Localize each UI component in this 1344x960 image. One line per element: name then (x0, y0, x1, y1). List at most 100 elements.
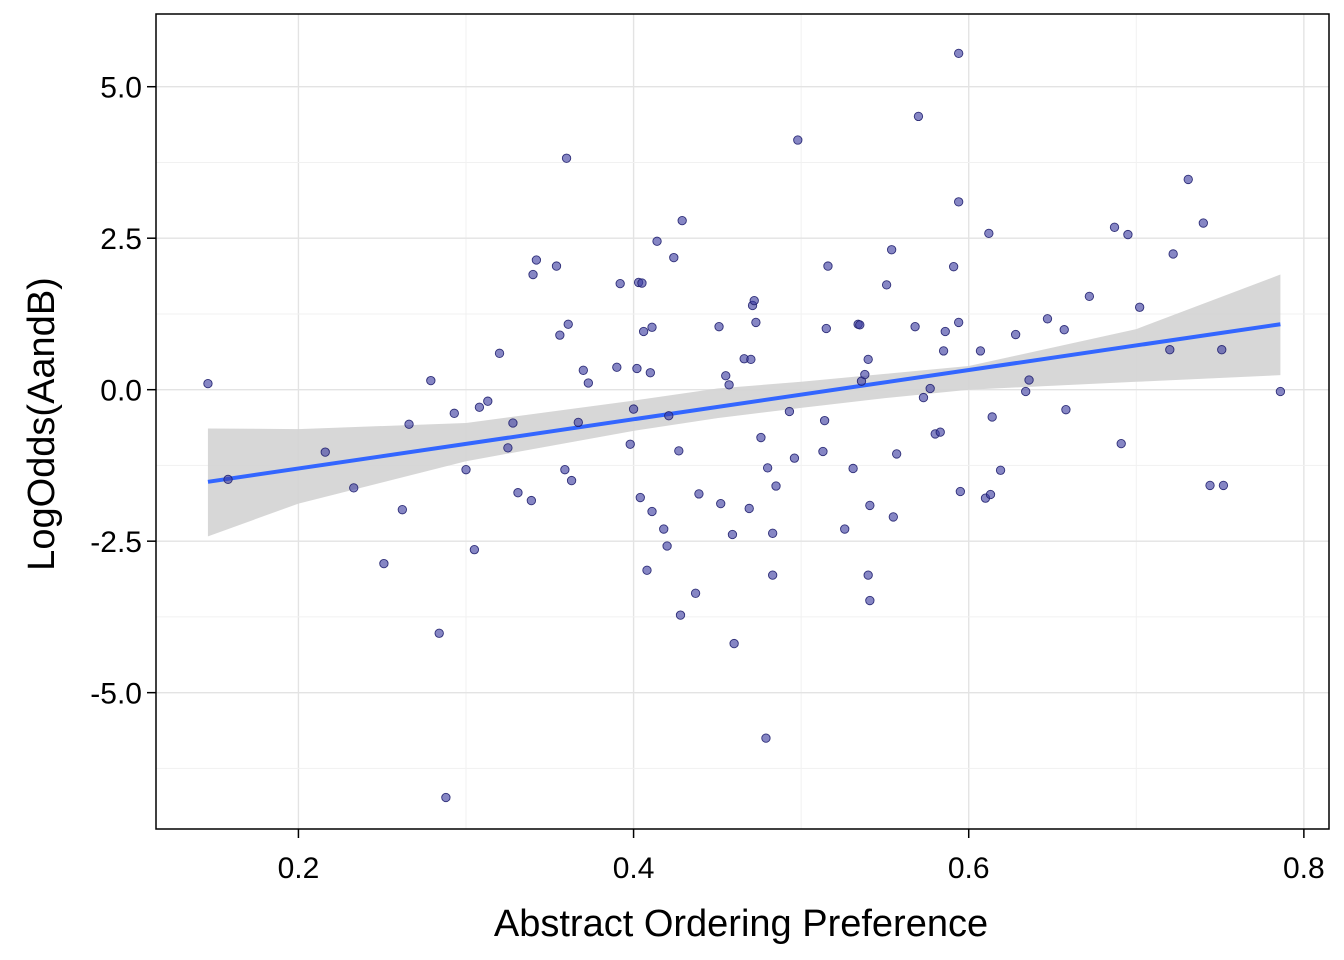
data-point (404, 419, 414, 429)
data-point (793, 135, 803, 145)
data-point (863, 354, 873, 365)
data-point (1109, 222, 1120, 232)
data-point (848, 463, 858, 474)
data-point (881, 280, 892, 290)
data-point (560, 465, 570, 475)
data-point (749, 295, 759, 306)
data-point (483, 396, 493, 406)
data-point (426, 375, 436, 386)
y-tick-label: -5.0 (90, 678, 142, 711)
data-point (762, 463, 773, 473)
data-point (642, 565, 652, 575)
data-point (578, 365, 588, 375)
data-point (910, 322, 920, 332)
grid-lines (156, 14, 1329, 829)
data-point (379, 558, 389, 569)
data-point (612, 362, 622, 372)
data-point (746, 354, 756, 365)
data-point (635, 492, 645, 503)
data-point (744, 503, 754, 514)
data-point (674, 446, 684, 456)
data-point (865, 595, 875, 606)
data-point (1198, 218, 1208, 228)
data-point (925, 383, 935, 394)
y-tick-label: -2.5 (90, 526, 142, 559)
data-point (203, 378, 213, 389)
data-point (954, 197, 964, 207)
data-point (721, 371, 731, 381)
data-point (652, 236, 662, 246)
fit-line-layer (207, 322, 1281, 484)
x-tick-label: 0.4 (613, 852, 655, 885)
data-point (892, 449, 902, 459)
data-point (694, 489, 704, 499)
data-point (984, 228, 994, 239)
data-point (823, 261, 833, 271)
data-point (563, 319, 573, 329)
data-point (913, 111, 924, 122)
x-tick-label: 0.2 (278, 852, 320, 885)
data-point (995, 465, 1006, 475)
data-point (461, 465, 471, 475)
data-point (615, 278, 625, 289)
y-axis: 5.0 2.5 0.0 -2.5 -5.0 (90, 72, 156, 711)
data-point (566, 475, 577, 486)
data-point (821, 323, 831, 334)
x-tick-label: 0.8 (1283, 852, 1325, 885)
data-point (647, 322, 657, 332)
data-point (768, 528, 778, 538)
data-point (761, 733, 771, 743)
data-point (1218, 480, 1229, 491)
data-point (320, 447, 330, 457)
regression-line (207, 322, 1281, 484)
data-point (573, 417, 583, 428)
data-point (690, 588, 701, 598)
data-point (675, 610, 686, 620)
confidence-band-layer (207, 274, 1281, 537)
y-tick-label: 0.0 (100, 375, 142, 408)
data-point (561, 153, 572, 163)
data-point (625, 439, 635, 449)
data-point (449, 408, 459, 418)
data-point (638, 326, 649, 337)
data-point (526, 495, 537, 506)
data-point (886, 245, 897, 255)
data-point (513, 488, 523, 498)
data-point (677, 215, 687, 226)
data-point (474, 402, 485, 412)
data-point (551, 261, 562, 271)
data-point (1116, 438, 1126, 449)
data-point (528, 269, 538, 280)
data-point (714, 322, 724, 332)
data-point (637, 278, 647, 288)
data-point (1183, 174, 1193, 185)
data-point (985, 489, 996, 500)
data-point (1165, 345, 1175, 355)
data-point (583, 378, 593, 388)
data-point (888, 512, 898, 522)
x-axis-title: Abstract Ordering Preference (494, 903, 988, 945)
data-point (1021, 386, 1031, 397)
data-point (469, 545, 480, 555)
data-point (1024, 375, 1034, 385)
data-point (954, 317, 964, 328)
data-point (819, 415, 830, 426)
data-point (768, 570, 778, 580)
data-point (503, 443, 513, 453)
data-point (724, 380, 734, 390)
data-point (1061, 405, 1071, 415)
data-point (1059, 325, 1069, 335)
data-point (645, 368, 655, 378)
data-point (860, 369, 870, 380)
data-point (659, 524, 669, 534)
data-point (1168, 249, 1178, 259)
data-point (508, 418, 518, 428)
y-axis-title: LogOdds(AandB) (21, 277, 63, 571)
data-point (1217, 345, 1227, 355)
data-point (349, 483, 359, 493)
x-axis: 0.2 0.4 0.6 0.8 (278, 829, 1325, 885)
data-point (751, 317, 761, 328)
data-point (975, 346, 986, 356)
data-point (669, 252, 679, 263)
